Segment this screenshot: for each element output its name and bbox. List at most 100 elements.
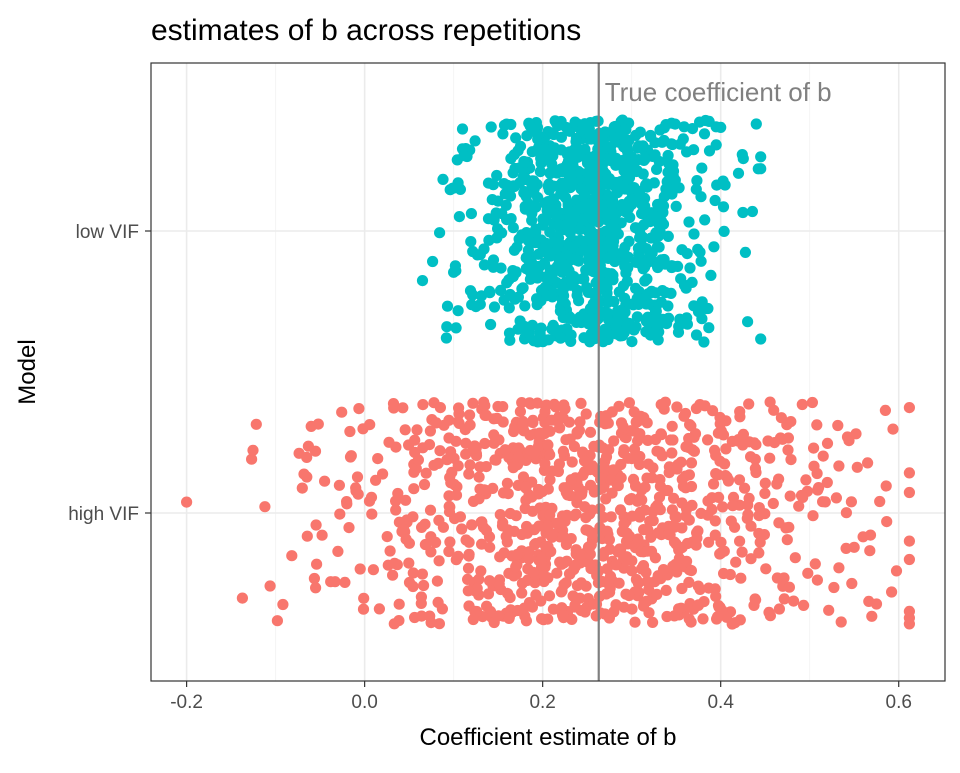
low-vif-point bbox=[618, 247, 630, 259]
low-vif-point bbox=[483, 285, 496, 297]
low-vif-point bbox=[465, 208, 477, 220]
low-vif-point bbox=[665, 287, 677, 299]
low-vif-point bbox=[535, 152, 547, 164]
high-vif-point bbox=[709, 444, 721, 456]
high-vif-point bbox=[725, 515, 737, 527]
high-vif-point bbox=[681, 555, 693, 567]
high-vif-point bbox=[424, 425, 436, 437]
high-vif-point bbox=[431, 575, 443, 587]
low-vif-point bbox=[560, 121, 572, 134]
high-vif-point bbox=[618, 444, 630, 456]
low-vif-point bbox=[669, 174, 681, 186]
low-vif-point bbox=[517, 282, 529, 294]
low-vif-point bbox=[565, 335, 577, 347]
high-vif-point bbox=[510, 561, 522, 573]
high-vif-point bbox=[745, 451, 757, 463]
high-vif-point bbox=[812, 484, 824, 496]
low-vif-point bbox=[526, 319, 539, 331]
low-vif-point bbox=[532, 129, 544, 141]
high-vif-point bbox=[433, 514, 445, 527]
high-vif-point bbox=[785, 416, 797, 428]
high-vif-point bbox=[344, 451, 357, 463]
low-vif-point bbox=[550, 117, 563, 129]
low-vif-point bbox=[647, 210, 660, 222]
low-vif-point bbox=[434, 227, 446, 239]
high-vif-point bbox=[733, 474, 746, 486]
high-vif-point bbox=[484, 575, 496, 587]
low-vif-point bbox=[582, 286, 594, 298]
high-vif-point bbox=[463, 550, 475, 562]
high-vif-point bbox=[578, 455, 591, 467]
high-vif-point bbox=[507, 462, 519, 474]
low-vif-point bbox=[524, 120, 536, 132]
high-vif-point bbox=[760, 563, 772, 575]
high-vif-point bbox=[685, 616, 697, 628]
high-vif-point bbox=[773, 603, 786, 615]
high-vif-point bbox=[377, 468, 389, 480]
high-vif-point bbox=[503, 611, 515, 623]
high-vif-point bbox=[560, 434, 572, 446]
high-vif-point bbox=[517, 471, 530, 483]
low-vif-point bbox=[485, 318, 497, 331]
low-vif-point bbox=[634, 126, 646, 138]
high-vif-point bbox=[629, 616, 641, 628]
low-vif-point bbox=[504, 190, 517, 202]
high-vif-point bbox=[808, 442, 820, 454]
high-vif-point bbox=[753, 502, 765, 514]
high-vif-point bbox=[504, 507, 516, 520]
high-vif-point bbox=[789, 552, 801, 564]
high-vif-point bbox=[420, 467, 432, 479]
low-vif-point bbox=[525, 256, 538, 268]
high-vif-point bbox=[671, 401, 683, 413]
high-vif-point bbox=[830, 492, 843, 504]
low-vif-point bbox=[648, 177, 660, 189]
high-vif-point bbox=[604, 543, 616, 555]
low-vif-point bbox=[469, 135, 481, 147]
high-vif-point bbox=[259, 501, 271, 513]
low-vif-point bbox=[554, 305, 567, 317]
low-vif-point bbox=[539, 334, 552, 346]
low-vif-point bbox=[699, 214, 711, 226]
high-vif-point bbox=[410, 463, 422, 475]
low-vif-point bbox=[537, 213, 549, 225]
low-vif-point bbox=[508, 244, 520, 256]
high-vif-point bbox=[419, 518, 431, 530]
high-vif-point bbox=[579, 501, 591, 513]
high-vif-point bbox=[479, 437, 491, 450]
high-vif-point bbox=[676, 582, 688, 595]
high-vif-point bbox=[797, 491, 809, 503]
low-vif-point bbox=[662, 166, 674, 178]
high-vif-point bbox=[302, 440, 314, 452]
low-vif-point bbox=[498, 119, 511, 131]
high-vif-point bbox=[580, 408, 592, 420]
high-vif-point bbox=[408, 483, 420, 495]
high-vif-point bbox=[416, 568, 428, 580]
high-vif-point bbox=[621, 527, 633, 539]
high-vif-point bbox=[462, 585, 474, 597]
high-vif-point bbox=[366, 508, 378, 520]
low-vif-point bbox=[717, 201, 730, 213]
low-vif-point bbox=[578, 273, 590, 285]
high-vif-point bbox=[687, 444, 699, 456]
low-vif-point bbox=[691, 175, 703, 187]
low-vif-point bbox=[630, 155, 642, 167]
high-vif-point bbox=[692, 525, 704, 537]
low-vif-point bbox=[523, 229, 535, 241]
high-vif-point bbox=[651, 499, 664, 511]
low-vif-point bbox=[512, 291, 525, 303]
high-vif-point bbox=[561, 555, 573, 567]
low-vif-point bbox=[546, 270, 558, 282]
low-vif-point bbox=[694, 116, 706, 128]
low-vif-point bbox=[681, 248, 693, 260]
high-vif-point bbox=[539, 406, 551, 418]
low-vif-point bbox=[566, 169, 578, 181]
high-vif-point bbox=[450, 489, 463, 501]
low-vif-point bbox=[585, 133, 597, 145]
low-vif-point bbox=[543, 178, 555, 190]
high-vif-point bbox=[864, 529, 877, 541]
low-vif-point bbox=[613, 179, 625, 191]
low-vif-point bbox=[544, 167, 556, 179]
low-vif-point bbox=[581, 264, 593, 276]
high-vif-point bbox=[517, 415, 529, 428]
high-vif-point bbox=[466, 519, 478, 531]
